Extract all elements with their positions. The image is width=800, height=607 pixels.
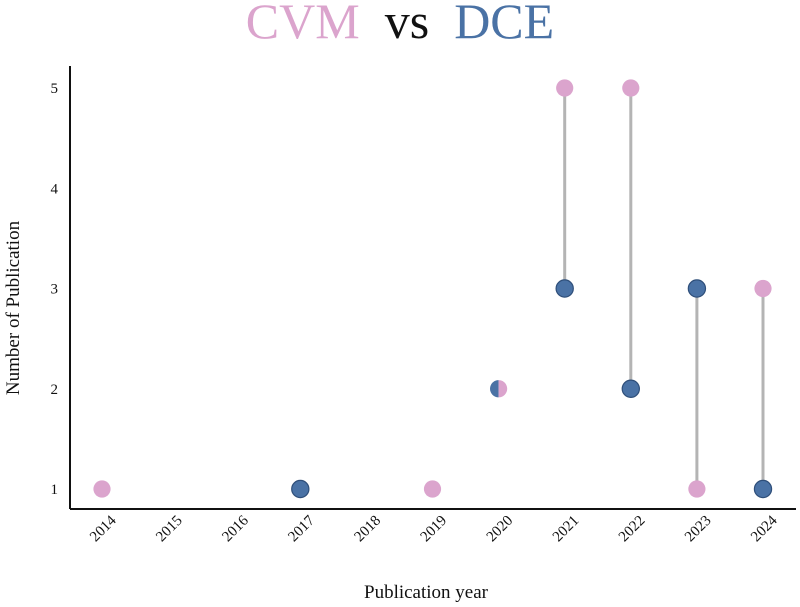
title-vs: vs [372, 0, 441, 49]
y-axis-label: Number of Publication [3, 220, 24, 395]
point-cvm [93, 480, 111, 498]
point-cvm [622, 79, 640, 97]
x-tick-label: 2014 [87, 512, 120, 545]
x-tick-label: 2016 [219, 512, 252, 545]
point-dce-half [490, 380, 499, 398]
point-cvm-half [498, 380, 508, 398]
x-tick-label: 2024 [748, 512, 781, 545]
x-tick-label: 2023 [682, 513, 715, 546]
y-tick-label: 3 [51, 282, 59, 298]
y-tick-label: 4 [51, 181, 59, 197]
x-tick-label: 2017 [285, 512, 318, 545]
connectors [563, 88, 765, 489]
y-tick-label: 1 [51, 482, 59, 498]
point-cvm [754, 279, 772, 298]
y-tick-label: 5 [51, 81, 59, 97]
point-dce [291, 479, 310, 499]
x-tick-label: 2015 [153, 513, 186, 546]
point-dce [555, 279, 574, 298]
point-cvm [423, 480, 442, 498]
x-tick-label: 2020 [484, 513, 517, 546]
x-tick-label: 2018 [352, 513, 385, 546]
points [93, 79, 773, 499]
x-tick-label: 2019 [418, 513, 451, 546]
point-dce [753, 479, 773, 499]
point-cvm [688, 480, 706, 498]
point-dce [621, 379, 641, 398]
x-axis-label: Publication year [364, 582, 489, 603]
chart-title: CVM vs DCE [246, 0, 554, 49]
y-ticks: 1 2 3 4 5 [51, 81, 59, 498]
x-tick-label: 2021 [550, 513, 583, 546]
y-tick-label: 2 [51, 382, 59, 398]
point-dce [687, 279, 707, 298]
title-cvm: CVM [246, 0, 360, 49]
point-cvm [556, 79, 574, 97]
x-tick-label: 2022 [616, 513, 649, 546]
title-dce: DCE [454, 0, 554, 49]
axes [69, 66, 796, 510]
x-ticks: 2014 2015 2016 2017 2018 2019 2020 2021 2022 2023… [87, 512, 781, 545]
